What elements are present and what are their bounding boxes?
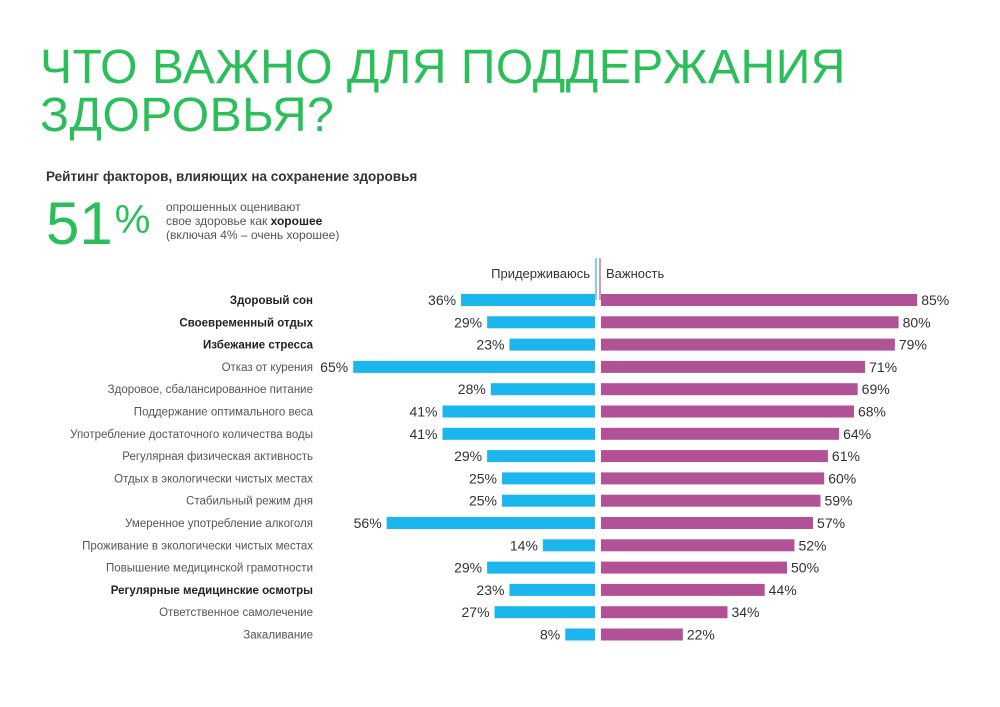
category-label: Закаливание xyxy=(243,630,313,642)
bar-left-label: 29% xyxy=(454,560,482,576)
category-label: Поддержание оптимального веса xyxy=(134,407,314,419)
bar-right xyxy=(601,494,821,507)
bar-right-label: 61% xyxy=(832,448,860,464)
bar-right xyxy=(601,427,840,440)
bar-left xyxy=(353,360,595,373)
bar-right-label: 71% xyxy=(869,359,897,375)
category-label: Здоровое, сбалансированное питание xyxy=(108,384,313,396)
bar-right-label: 68% xyxy=(858,404,886,420)
big-stat-unit: % xyxy=(114,198,151,242)
bar-left xyxy=(509,338,595,351)
bar-right xyxy=(601,338,895,351)
category-label: Своевременный отдых xyxy=(179,317,313,329)
stat-note-line-2-bold: хорошее xyxy=(270,214,323,228)
bar-left xyxy=(494,606,595,619)
category-label: Отдых в экологически чистых местах xyxy=(114,473,313,485)
category-label: Повышение медицинской грамотности xyxy=(106,563,313,575)
bar-right-label: 79% xyxy=(899,337,927,353)
bar-left-label: 41% xyxy=(409,426,437,442)
bar-right xyxy=(601,294,918,306)
big-stat-value: 51 xyxy=(46,190,113,257)
category-label: Регулярная физическая активность xyxy=(122,451,313,463)
bar-left-label: 29% xyxy=(454,448,482,464)
bar-right-label: 57% xyxy=(817,515,845,531)
stat-note-line-2-prefix: свое здоровье как xyxy=(166,214,271,228)
bar-left xyxy=(461,294,595,306)
bar-right xyxy=(601,628,683,641)
bar-left-label: 8% xyxy=(540,627,560,643)
chart-subtitle: Рейтинг факторов, влияющих на сохранение… xyxy=(46,169,418,184)
bar-right xyxy=(601,583,765,596)
bar-left xyxy=(565,628,595,641)
bar-right-label: 34% xyxy=(731,604,759,620)
bar-left xyxy=(386,517,595,529)
bar-left-label: 25% xyxy=(469,493,497,509)
bar-right-label: 50% xyxy=(791,560,819,576)
bar-left-label: 23% xyxy=(476,582,504,598)
bar-right xyxy=(601,561,787,574)
bar-right xyxy=(601,383,858,396)
legend-right-series: Важность xyxy=(606,266,664,281)
bar-left-label: 36% xyxy=(428,292,456,308)
legend-left-series: Придерживаюсь xyxy=(491,266,590,281)
bar-right xyxy=(601,606,728,619)
bar-left xyxy=(509,583,595,596)
category-label: Умеренное употребление алкоголя xyxy=(125,518,313,530)
bar-right-label: 52% xyxy=(798,537,826,553)
stat-note-line-1: опрошенных оценивают xyxy=(166,200,301,214)
stat-note-line-2: свое здоровье как хорошее xyxy=(166,214,339,228)
bar-right xyxy=(601,472,825,485)
bar-left xyxy=(487,561,595,574)
bar-right xyxy=(601,360,866,373)
bar-left-label: 14% xyxy=(510,537,538,553)
bar-left-label: 41% xyxy=(409,404,437,420)
bar-right-label: 22% xyxy=(687,627,715,643)
bar-left-label: 23% xyxy=(476,337,504,353)
category-label: Регулярные медицинские осмотры xyxy=(111,585,313,597)
bar-left xyxy=(487,316,595,329)
bar-right-label: 80% xyxy=(903,314,931,330)
page-title: ЧТО ВАЖНО ДЛЯ ПОДДЕРЖАНИЯ ЗДОРОВЬЯ? xyxy=(40,41,846,142)
bar-left xyxy=(542,539,595,552)
bar-left xyxy=(487,450,595,463)
bar-left-label: 28% xyxy=(458,381,486,397)
category-label: Отказ от курения xyxy=(222,362,313,374)
category-label: Проживание в экологически чистых местах xyxy=(82,540,313,552)
bar-left xyxy=(442,427,595,440)
bar-left-label: 27% xyxy=(462,604,490,620)
bar-right-label: 59% xyxy=(824,493,852,509)
bar-right-label: 60% xyxy=(828,470,856,486)
bar-left xyxy=(490,383,595,396)
category-label: Избежание стресса xyxy=(203,340,314,352)
bar-left xyxy=(502,494,595,507)
bar-right xyxy=(601,316,899,329)
bar-right xyxy=(601,450,828,463)
bar-right xyxy=(601,539,795,552)
bar-left xyxy=(502,472,595,485)
bar-left-label: 29% xyxy=(454,314,482,330)
bar-left-label: 56% xyxy=(354,515,382,531)
bar-right-label: 64% xyxy=(843,426,871,442)
bar-right-label: 85% xyxy=(921,292,949,308)
bar-left xyxy=(442,405,595,418)
bar-right-label: 69% xyxy=(862,381,890,397)
bar-left-label: 25% xyxy=(469,470,497,486)
category-label: Ответственное самолечение xyxy=(159,607,313,619)
category-label: Здоровый сон xyxy=(230,295,313,307)
bar-right xyxy=(601,517,814,529)
bar-left-label: 65% xyxy=(320,359,348,375)
stat-note: опрошенных оценивают свое здоровье как х… xyxy=(166,200,339,242)
bar-right xyxy=(601,405,854,418)
big-stat: 51% xyxy=(46,190,150,258)
category-label: Употребление достаточного количества вод… xyxy=(70,429,313,441)
stat-note-line-3: (включая 4% – очень хорошее) xyxy=(166,228,340,242)
bar-right-label: 44% xyxy=(769,582,797,598)
category-label: Стабильный режим дня xyxy=(186,496,313,508)
